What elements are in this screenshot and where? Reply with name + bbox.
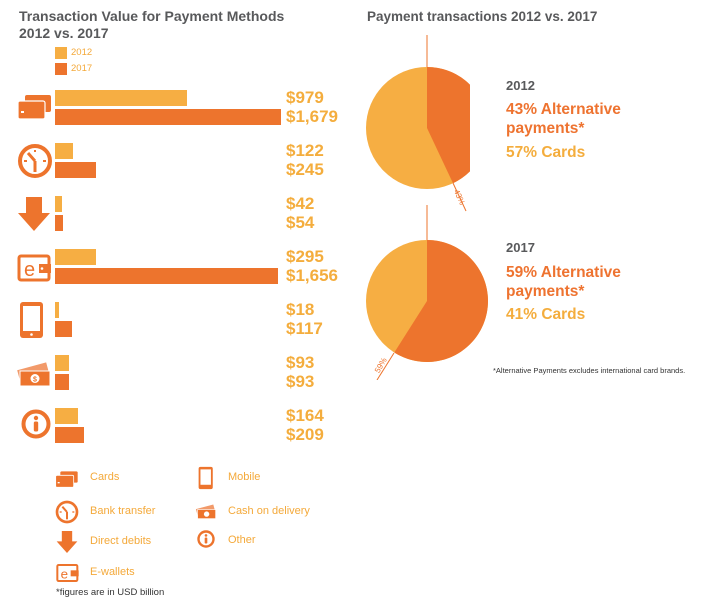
bar-chart-title: Transaction Value for Payment Methods 20… [19, 8, 284, 42]
svg-text:$: $ [33, 377, 37, 384]
value-bank-transfer-2017: $245 [286, 160, 324, 179]
value-mobile-2017: $117 [286, 319, 323, 338]
pie-2012-year: 2012 [506, 78, 535, 93]
cash-icon: $ [17, 362, 51, 387]
bar-cash-on-delivery-2012 [55, 355, 69, 371]
legend-swatch-2012 [55, 47, 67, 59]
pie-2017-alt-label: 59% Alternative payments* [506, 263, 621, 301]
legend-swatch-2017 [55, 63, 67, 75]
bar-direct-debits-2012 [55, 196, 62, 212]
pie-2012-alt-line1: 43% Alternative [506, 101, 621, 118]
pie-2017-year: 2017 [506, 240, 535, 255]
pie-chart-footnote: *Alternative Payments excludes internati… [493, 366, 686, 375]
key-e-wallet-icon: e [56, 564, 79, 582]
svg-text:e: e [61, 566, 68, 581]
pie-2012-alt-label: 43% Alternative payments* [506, 100, 621, 138]
pie-chart-2012 [366, 35, 470, 212]
info-icon [21, 409, 51, 439]
pie-chart-2017 [366, 205, 488, 380]
bar-cards-2017 [55, 109, 281, 125]
bar-e-wallets-2017 [55, 268, 278, 284]
bar-chart-footnote: *figures are in USD billion [56, 587, 165, 598]
pie-2017-alt-line2: payments* [506, 283, 585, 300]
pie-2012-cards-label: 57% Cards [506, 144, 586, 161]
pie-2017-alt-line1: 59% Alternative [506, 264, 621, 281]
value-direct-debits-2017: $54 [286, 213, 315, 232]
key-label-other: Other [228, 534, 256, 546]
legend-label-2017: 2017 [71, 63, 93, 74]
key-label-cards: Cards [90, 471, 120, 483]
bar-bank-transfer-2017 [55, 162, 96, 178]
legend-label-2012: 2012 [71, 47, 93, 58]
key-arrow-down-icon [56, 531, 78, 553]
bar-chart-title-line2: 2012 vs. 2017 [19, 25, 109, 41]
credit-card-icon [17, 95, 51, 120]
bar-cards-2012 [55, 90, 187, 106]
bar-other-2017 [55, 427, 84, 443]
value-cash-on-delivery-2017: $93 [286, 372, 315, 391]
value-other-2012: $164 [286, 406, 324, 425]
key-info-icon [197, 530, 215, 548]
bar-mobile-2017 [55, 321, 72, 337]
key-label-direct-debits: Direct debits [90, 535, 152, 547]
value-cards-2017: $1,679 [286, 107, 338, 126]
value-bank-transfer-2012: $122 [286, 141, 324, 160]
key-label-cash-on-delivery: Cash on delivery [228, 505, 310, 517]
key-clock-icon [55, 500, 79, 524]
bar-chart-title-line1: Transaction Value for Payment Methods [19, 8, 285, 24]
key-mobile-phone-icon [198, 466, 213, 490]
pie-chart-title: Payment transactions 2012 vs. 2017 [367, 9, 598, 24]
bar-e-wallets-2012 [55, 249, 96, 265]
bar-direct-debits-2017 [55, 215, 63, 231]
bar-bank-transfer-2012 [55, 143, 73, 159]
bar-mobile-2012 [55, 302, 59, 318]
key-credit-card-icon [55, 471, 78, 488]
svg-text:e: e [24, 259, 35, 281]
value-cards-2012: $979 [286, 88, 324, 107]
bar-cash-on-delivery-2017 [55, 374, 69, 390]
value-mobile-2012: $18 [286, 300, 315, 319]
value-cash-on-delivery-2012: $93 [286, 353, 315, 372]
key-label-bank-transfer: Bank transfer [90, 505, 156, 517]
key-label-mobile: Mobile [228, 471, 261, 483]
key-cash-icon [195, 504, 216, 519]
arrow-down-icon [18, 197, 50, 231]
bar-other-2012 [55, 408, 78, 424]
value-other-2017: $209 [286, 425, 324, 444]
mobile-phone-icon [20, 302, 43, 338]
key-label-e-wallets: E-wallets [90, 566, 135, 578]
pie-2017-cards-label: 41% Cards [506, 306, 586, 323]
pie-2012-alt-line2: payments* [506, 120, 585, 137]
clock-icon [18, 144, 52, 178]
value-e-wallets-2017: $1,656 [286, 266, 338, 285]
value-e-wallets-2012: $295 [286, 247, 324, 266]
e-wallet-icon: e [17, 254, 51, 282]
value-direct-debits-2012: $42 [286, 194, 315, 213]
